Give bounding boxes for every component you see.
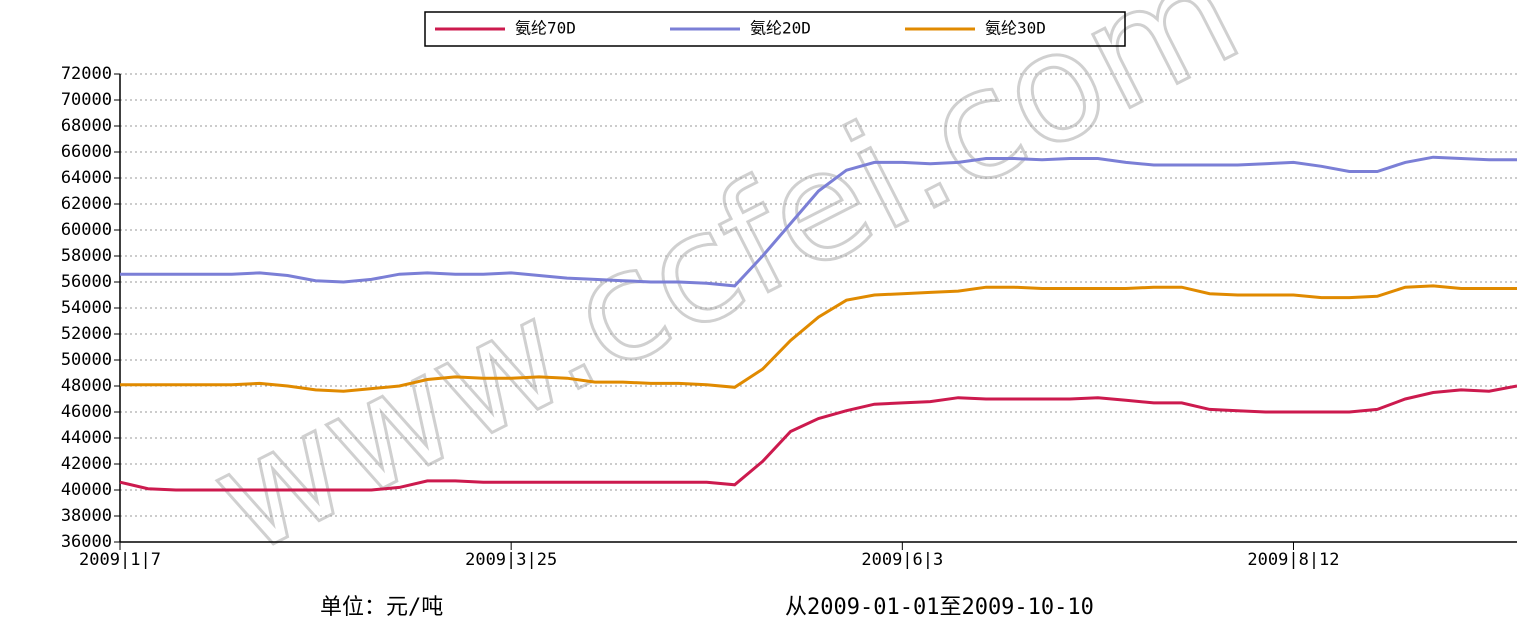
x-tick-label: 2009|3|25 xyxy=(465,550,557,570)
y-tick-label: 54000 xyxy=(61,298,112,318)
legend-box xyxy=(424,11,1126,47)
y-tick-label: 60000 xyxy=(61,220,112,240)
y-tick-label: 72000 xyxy=(61,64,112,84)
y-tick-label: 50000 xyxy=(61,350,112,370)
unit-note: 单位：元/吨 xyxy=(320,595,443,620)
y-tick-label: 64000 xyxy=(61,168,112,188)
series-line xyxy=(120,155,1517,288)
watermark: www.ccfei.com xyxy=(186,0,1264,589)
legend-label: 氨纶30D xyxy=(985,19,1046,38)
y-tick-label: 62000 xyxy=(61,194,112,214)
x-tick-label: 2009|6|3 xyxy=(861,550,943,570)
y-tick-label: 38000 xyxy=(61,506,112,526)
y-tick-label: 68000 xyxy=(61,116,112,136)
legend-label: 氨纶20D xyxy=(750,19,811,38)
y-tick-label: 48000 xyxy=(61,376,112,396)
y-tick-label: 42000 xyxy=(61,454,112,474)
y-tick-label: 58000 xyxy=(61,246,112,266)
series-line xyxy=(119,384,1517,492)
y-tick-label: 56000 xyxy=(61,272,112,292)
series-line xyxy=(120,284,1517,393)
y-tick-label: 70000 xyxy=(61,90,112,110)
y-tick-label: 52000 xyxy=(61,324,112,344)
y-tick-label: 40000 xyxy=(61,480,112,500)
y-tick-label: 36000 xyxy=(61,532,112,552)
legend: 氨纶70D 氨纶20D 氨纶30D xyxy=(424,11,1126,47)
x-tick-label: 2009|1|7 xyxy=(79,550,161,570)
x-tick-label: 2009|8|12 xyxy=(1247,550,1339,570)
y-tick-label: 46000 xyxy=(61,402,112,422)
y-tick-label: 44000 xyxy=(61,428,112,448)
range-note: 从2009-01-01至2009-10-10 xyxy=(785,595,1094,620)
y-tick-label: 66000 xyxy=(61,142,112,162)
legend-label: 氨纶70D xyxy=(515,19,576,38)
